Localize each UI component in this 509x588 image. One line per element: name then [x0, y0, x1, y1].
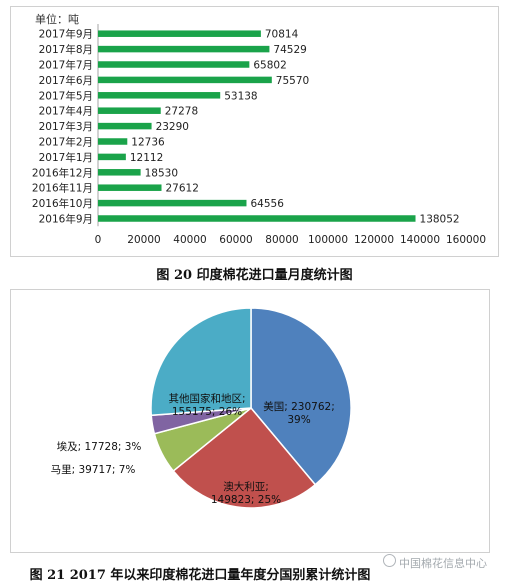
- bar-value-label: 53138: [224, 90, 257, 102]
- bar-value-label: 12112: [130, 152, 163, 164]
- watermark-text: 中国棉花信息中心: [399, 557, 487, 570]
- pie-data-label: 埃及; 17728; 3%: [57, 440, 142, 453]
- watermark-logo-icon: [383, 554, 396, 567]
- category-label: 2016年11月: [32, 182, 93, 195]
- monthly-import-bar-chart-svg: 单位：吨 2017年9月 70814 2017年8月 74529 2017年7月 6580…: [32, 12, 486, 246]
- category-label: 2017年1月: [39, 151, 93, 164]
- pie-data-label: 39%: [287, 414, 310, 426]
- category-label: 2017年3月: [39, 120, 93, 133]
- bar-value-label: 138052: [420, 214, 460, 226]
- country-import-chart: 美国; 230762; 39% 澳大利亚; 149823; 25% 马里; 39717;…: [10, 289, 490, 553]
- bar: [98, 138, 128, 145]
- category-label: 2016年12月: [32, 166, 93, 179]
- x-tick-label: 40000: [173, 234, 206, 246]
- pie-data-label: 澳大利亚;: [223, 480, 269, 493]
- category-label: 2017年4月: [39, 105, 93, 118]
- x-tick-label: 100000: [308, 234, 348, 246]
- bar: [98, 169, 141, 176]
- chart1-caption: 图 20 印度棉花进口量月度统计图: [156, 268, 353, 283]
- category-label: 2017年8月: [39, 43, 93, 56]
- category-label: 2017年7月: [39, 59, 93, 72]
- x-tick-label: 80000: [265, 234, 298, 246]
- bar: [98, 76, 272, 84]
- category-label: 2017年9月: [39, 28, 93, 41]
- pie-data-label: 马里; 39717; 7%: [51, 464, 136, 476]
- unit-label: 单位：吨: [35, 12, 79, 26]
- category-label: 2017年5月: [39, 89, 93, 102]
- x-tick-label: 120000: [354, 234, 394, 246]
- category-label: 2016年10月: [32, 197, 93, 210]
- bar-value-label: 74529: [273, 44, 306, 56]
- bar: [98, 199, 247, 207]
- bar-value-label: 64556: [250, 198, 284, 210]
- bar: [98, 215, 416, 222]
- monthly-import-chart: 单位：吨 2017年9月 70814 2017年8月 74529 2017年7月 6580…: [10, 6, 499, 257]
- bar-value-label: 18530: [145, 167, 178, 179]
- bar: [98, 61, 250, 68]
- category-label: 2016年9月: [39, 213, 93, 226]
- pie-slice: [150, 307, 252, 417]
- x-tick-label: 60000: [219, 234, 252, 246]
- bar: [98, 30, 261, 37]
- bar: [98, 45, 270, 53]
- chart2-caption: 图 21 2017 年以来印度棉花进口量年度分国别累计统计图: [29, 568, 371, 583]
- bar: [98, 184, 162, 191]
- x-tick-label: 160000: [446, 234, 486, 246]
- category-label: 2017年2月: [39, 136, 93, 149]
- x-tick-label: 0: [95, 234, 102, 246]
- bar-value-label: 27278: [165, 106, 198, 118]
- bar-value-label: 27612: [166, 183, 199, 195]
- pie-data-label: 其他国家和地区;: [168, 392, 245, 405]
- pie-slice: [250, 307, 352, 486]
- bar: [98, 153, 126, 161]
- pie-data-label: 155175; 26%: [172, 406, 242, 418]
- pie-data-label: 美国; 230762;: [263, 400, 335, 413]
- x-tick-label: 140000: [400, 234, 440, 246]
- bar-value-label: 65802: [253, 60, 286, 72]
- category-label: 2017年6月: [39, 74, 93, 87]
- bar: [98, 92, 221, 99]
- pie-data-label: 149823; 25%: [211, 494, 281, 506]
- bar-value-label: 70814: [265, 29, 299, 41]
- bar: [98, 107, 161, 114]
- bar-value-label: 23290: [156, 121, 189, 133]
- pie-slice: [172, 406, 317, 509]
- x-tick-label: 20000: [127, 234, 160, 246]
- bar-value-label: 75570: [276, 75, 309, 87]
- bar-value-label: 12736: [131, 137, 165, 149]
- country-import-pie-chart-svg: 美国; 230762;39% 澳大利亚;149823; 25% 马里; 39717;…: [51, 307, 352, 509]
- bar: [98, 122, 152, 130]
